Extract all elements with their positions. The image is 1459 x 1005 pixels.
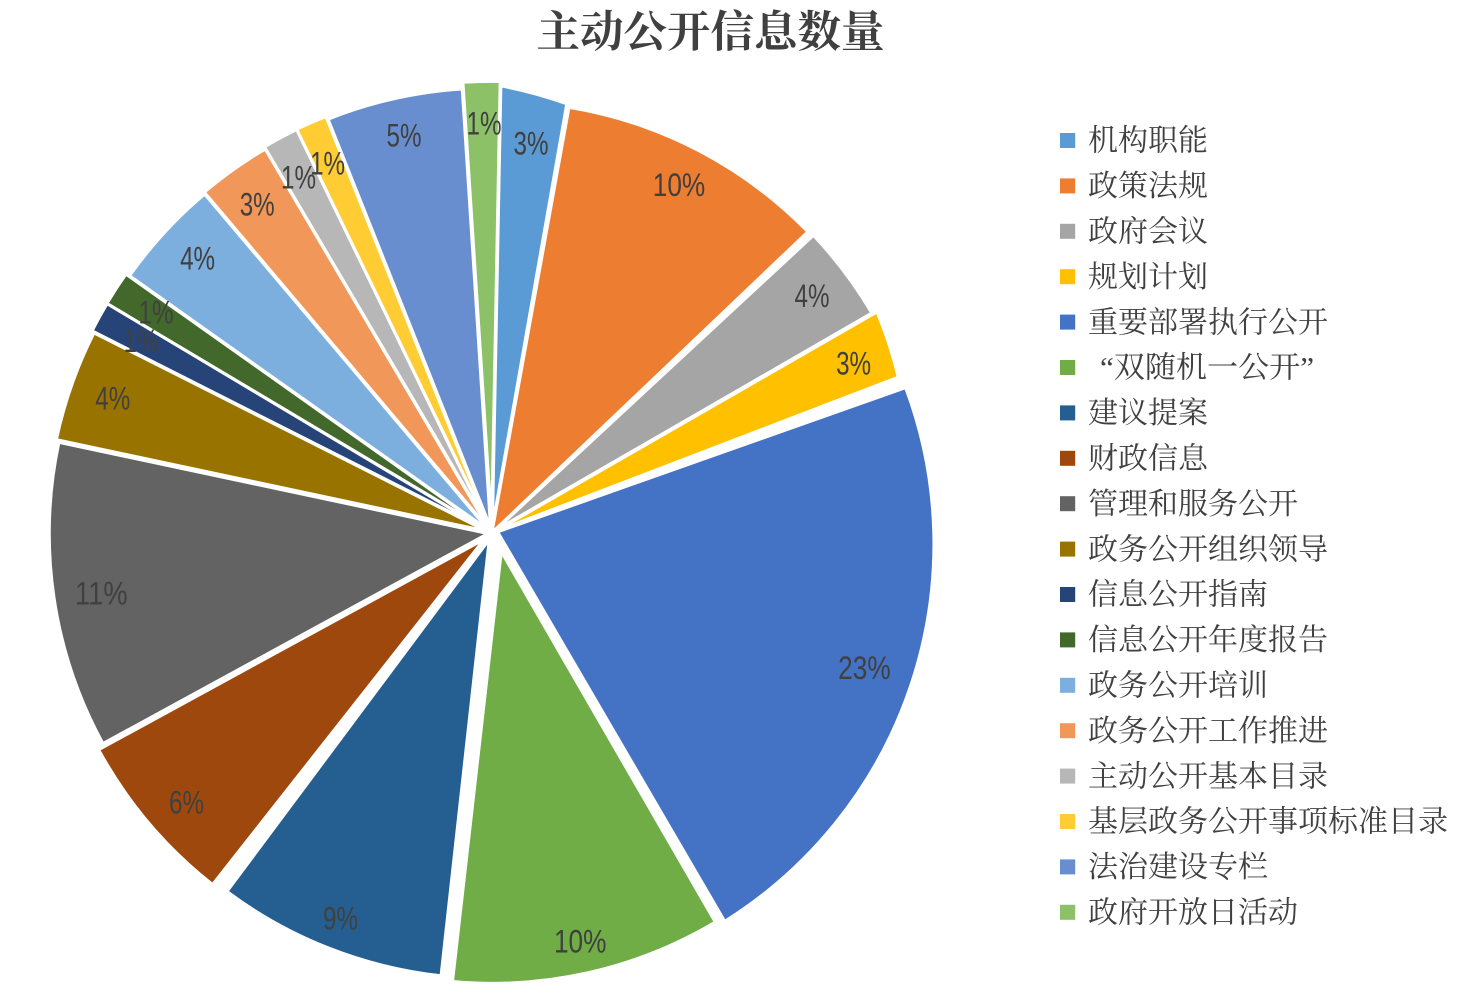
svg-text:政务公开培训: 政务公开培训 (1088, 670, 1268, 703)
svg-text:23%: 23% (838, 649, 891, 686)
svg-text:主动公开基本目录: 主动公开基本目录 (1088, 760, 1328, 793)
svg-text:规划计划: 规划计划 (1088, 261, 1208, 294)
svg-text:9%: 9% (323, 899, 358, 936)
svg-text:5%: 5% (387, 116, 422, 153)
svg-text:“双随机一公开”: “双随机一公开” (1100, 352, 1314, 385)
svg-text:4%: 4% (95, 380, 130, 417)
svg-text:4%: 4% (180, 239, 215, 276)
svg-text:1%: 1% (310, 144, 345, 181)
svg-text:1%: 1% (467, 104, 502, 141)
svg-text:管理和服务公开: 管理和服务公开 (1088, 488, 1298, 521)
svg-text:重要部署执行公开: 重要部署执行公开 (1088, 306, 1328, 339)
svg-text:政务公开组织领导: 政务公开组织领导 (1088, 533, 1328, 566)
svg-text:政策法规: 政策法规 (1088, 170, 1208, 203)
svg-text:信息公开指南: 信息公开指南 (1088, 579, 1268, 612)
svg-text:信息公开年度报告: 信息公开年度报告 (1088, 624, 1328, 657)
svg-text:政府会议: 政府会议 (1088, 216, 1208, 249)
svg-text:1%: 1% (281, 159, 316, 196)
svg-text:1%: 1% (139, 294, 174, 331)
svg-text:10%: 10% (554, 923, 607, 960)
svg-text:基层政务公开事项标准目录: 基层政务公开事项标准目录 (1088, 806, 1448, 839)
svg-text:主动公开信息数量: 主动公开信息数量 (537, 9, 885, 57)
svg-text:10%: 10% (653, 166, 706, 203)
svg-text:政府开放日活动: 政府开放日活动 (1088, 897, 1298, 930)
svg-text:6%: 6% (169, 783, 204, 820)
svg-text:4%: 4% (795, 277, 830, 314)
svg-text:政务公开工作推进: 政务公开工作推进 (1088, 715, 1328, 748)
svg-text:3%: 3% (240, 185, 275, 222)
svg-text:11%: 11% (75, 574, 128, 611)
svg-text:建议提案: 建议提案 (1088, 397, 1208, 430)
svg-text:3%: 3% (514, 124, 549, 161)
svg-text:法治建设专栏: 法治建设专栏 (1088, 851, 1268, 884)
svg-text:机构职能: 机构职能 (1088, 125, 1208, 158)
svg-text:3%: 3% (836, 344, 871, 381)
svg-text:财政信息: 财政信息 (1088, 443, 1209, 476)
svg-text:1%: 1% (124, 322, 159, 359)
